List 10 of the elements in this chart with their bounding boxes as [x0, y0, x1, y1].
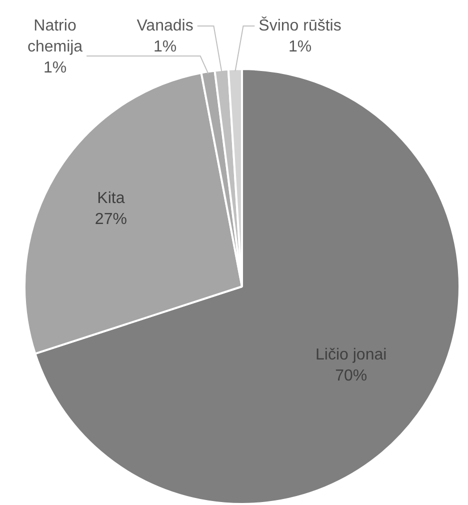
data-label: 1% [43, 59, 67, 76]
data-label: 70% [335, 368, 368, 385]
data-label: 27% [94, 210, 127, 228]
slice-label: Kita [97, 190, 125, 207]
slice-label: Ličio jonai [316, 346, 387, 364]
slice-label: Natrio chemija [27, 17, 83, 56]
slice-label: Švino rūštis [258, 16, 342, 34]
data-label: 1% [288, 38, 312, 56]
slice-label: Vanadis [136, 17, 194, 34]
data-label: 1% [153, 38, 177, 56]
